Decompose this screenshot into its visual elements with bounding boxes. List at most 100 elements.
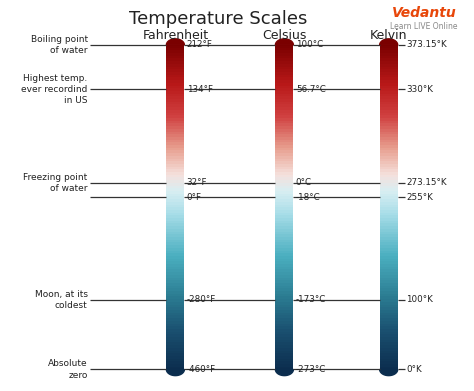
Bar <box>380 45 398 48</box>
Text: Freezing point
of water: Freezing point of water <box>23 172 88 193</box>
Bar <box>380 204 398 207</box>
Bar <box>275 175 293 178</box>
Bar <box>380 367 398 369</box>
Bar <box>166 240 184 242</box>
Bar <box>275 86 293 88</box>
Bar <box>275 77 293 80</box>
Bar <box>380 186 398 188</box>
Bar <box>380 93 398 96</box>
Bar <box>166 53 184 56</box>
Bar <box>380 286 398 289</box>
Bar <box>380 59 398 61</box>
Bar <box>275 356 293 359</box>
Bar <box>275 280 293 283</box>
Text: 134°F: 134°F <box>187 85 213 94</box>
Bar <box>275 142 293 145</box>
Bar <box>275 299 293 302</box>
Bar <box>380 348 398 351</box>
Bar <box>166 56 184 59</box>
Bar <box>166 153 184 156</box>
Bar <box>275 113 293 115</box>
Bar <box>166 351 184 353</box>
Bar <box>275 156 293 159</box>
Bar <box>275 110 293 113</box>
Bar <box>166 61 184 64</box>
Bar <box>380 307 398 310</box>
Bar <box>380 77 398 80</box>
Bar <box>380 145 398 148</box>
Bar <box>275 213 293 215</box>
Text: -18°C: -18°C <box>296 193 320 202</box>
Bar <box>166 169 184 172</box>
Bar <box>166 118 184 121</box>
Bar <box>275 231 293 234</box>
Bar <box>166 283 184 286</box>
Bar <box>166 186 184 188</box>
Bar <box>275 88 293 91</box>
Bar <box>166 188 184 191</box>
Bar <box>166 237 184 240</box>
Bar <box>275 345 293 348</box>
Bar <box>380 83 398 86</box>
Bar <box>380 351 398 353</box>
Bar <box>166 180 184 183</box>
Text: Vedantu: Vedantu <box>392 6 456 20</box>
Bar <box>275 267 293 269</box>
Bar <box>166 343 184 345</box>
Bar <box>380 294 398 296</box>
Bar <box>166 99 184 102</box>
Text: 373.15°K: 373.15°K <box>406 40 447 50</box>
Bar <box>380 334 398 337</box>
Bar <box>275 321 293 323</box>
Bar <box>275 169 293 172</box>
Text: -460°F: -460°F <box>187 365 216 374</box>
Bar <box>166 256 184 258</box>
Bar <box>380 291 398 294</box>
Bar <box>166 129 184 131</box>
Bar <box>166 291 184 294</box>
Bar <box>275 221 293 223</box>
Bar <box>380 278 398 280</box>
Bar <box>166 367 184 369</box>
Bar <box>380 264 398 267</box>
Bar <box>166 329 184 332</box>
Bar <box>275 131 293 134</box>
Bar <box>166 110 184 113</box>
Text: -280°F: -280°F <box>187 295 216 304</box>
Bar <box>166 310 184 313</box>
Bar <box>275 283 293 286</box>
Text: 273.15°K: 273.15°K <box>406 178 447 187</box>
Bar <box>166 102 184 104</box>
Bar <box>275 72 293 75</box>
Bar <box>166 115 184 118</box>
Bar <box>166 148 184 151</box>
Bar <box>380 234 398 237</box>
Bar <box>275 334 293 337</box>
Bar <box>380 115 398 118</box>
Bar <box>275 351 293 353</box>
Bar <box>275 307 293 310</box>
Bar <box>275 323 293 326</box>
Bar <box>166 348 184 351</box>
Bar <box>275 129 293 131</box>
Bar <box>275 188 293 191</box>
Bar <box>275 121 293 124</box>
Bar <box>166 269 184 272</box>
Bar <box>275 104 293 107</box>
Bar <box>275 226 293 229</box>
Bar <box>275 199 293 202</box>
Bar <box>166 126 184 129</box>
Bar <box>275 348 293 351</box>
Bar <box>166 359 184 361</box>
Text: Moon, at its
coldest: Moon, at its coldest <box>35 290 88 310</box>
Bar <box>166 151 184 153</box>
Bar <box>166 199 184 202</box>
Bar <box>380 272 398 275</box>
Bar <box>275 337 293 340</box>
Bar <box>275 364 293 367</box>
Bar <box>380 56 398 59</box>
Bar <box>380 343 398 345</box>
Bar <box>166 345 184 348</box>
Bar <box>380 75 398 77</box>
Bar <box>166 340 184 343</box>
